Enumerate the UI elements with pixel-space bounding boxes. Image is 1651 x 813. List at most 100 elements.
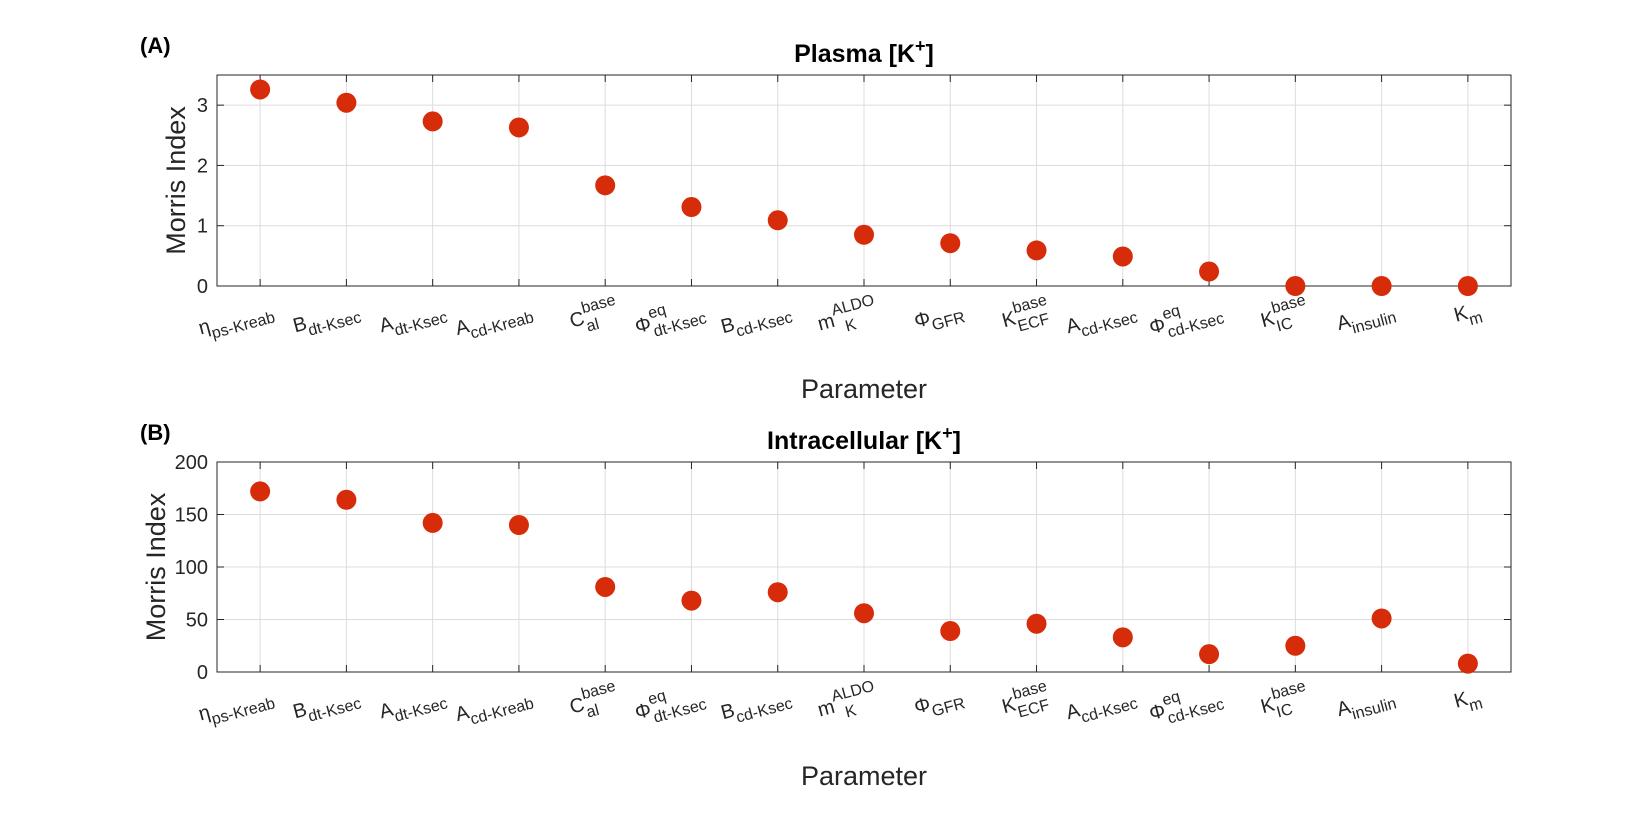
x-tick-label-sup: eq (1160, 302, 1182, 323)
data-point (1199, 644, 1220, 665)
chart-title-sup: + (942, 423, 953, 443)
x-tick-label-main: A (453, 315, 472, 340)
data-point (595, 576, 616, 597)
x-tick-label: Φeqdt-Ksec (631, 292, 709, 345)
x-tick-label-main: m (815, 310, 837, 336)
x-tick-label-sup: base (1270, 292, 1308, 317)
x-tick-label: Bdt-Ksec (291, 299, 364, 344)
x-tick-label: Φeqcd-Ksec (1145, 292, 1226, 346)
x-tick-label: KbaseIC (1257, 678, 1313, 725)
x-axis-label: Parameter (801, 761, 927, 791)
x-tick-label-sub: ps-Kreab (210, 695, 277, 728)
x-tick-label-main: B (291, 699, 310, 724)
data-point (1371, 608, 1392, 629)
x-tick-label: mALDOK (814, 678, 882, 728)
data-point (1285, 635, 1306, 656)
x-tick-label-sub: cd-Ksec (1079, 695, 1139, 726)
x-tick-label-sub: K (843, 316, 858, 335)
x-tick-label-main: C (567, 308, 587, 333)
data-point (1371, 276, 1392, 296)
x-tick-label-sub: ps-Kreab (210, 309, 277, 342)
y-tick-label: 100 (175, 557, 208, 579)
x-tick-label: Φeqdt-Ksec (631, 678, 709, 731)
chart-title-text: Intracellular [K (767, 427, 942, 455)
data-point (1112, 627, 1133, 648)
x-tick-label-sub: cd-Ksec (1079, 309, 1139, 340)
x-tick-label-sub: dt-Ksec (306, 695, 363, 725)
chart-title-sup: + (915, 36, 926, 56)
data-point (854, 224, 874, 245)
data-point (767, 582, 788, 603)
x-tick-label-main: K (1452, 302, 1471, 327)
data-point (940, 233, 961, 254)
x-tick-label-main: A (377, 312, 396, 337)
x-tick-label: Acd-Kreab (453, 299, 536, 346)
x-tick-label-sup: eq (646, 687, 668, 708)
x-tick-label-sub: GFR (930, 695, 967, 720)
x-tick-label-sub: m (1467, 695, 1484, 715)
x-tick-label: ηps-Kreab (196, 685, 277, 732)
data-point (940, 621, 961, 642)
x-tick-label-main: Φ (912, 693, 933, 718)
x-tick-label-main: K (1259, 307, 1278, 332)
x-tick-label-sub: GFR (930, 309, 967, 334)
x-tick-label-main: Φ (633, 313, 654, 338)
y-tick-label: 50 (186, 610, 208, 632)
x-tick-label-main: B (291, 313, 310, 338)
x-tick-label-main: C (567, 694, 587, 719)
data-point (1199, 261, 1220, 282)
x-tick-label-main: K (1000, 307, 1019, 332)
x-tick-label: mALDOK (814, 292, 882, 342)
x-tick-label-sub: cd-Ksec (734, 309, 794, 340)
x-tick-label-main: A (1064, 313, 1083, 338)
x-tick-label: Φeqcd-Ksec (1145, 678, 1226, 732)
y-tick-label: 2 (197, 155, 208, 177)
chart-title-text: Plasma [K (794, 40, 915, 68)
x-tick-label-sub: insulin (1350, 309, 1398, 337)
x-tick-label: Bdt-Ksec (291, 685, 364, 730)
x-tick-label-sub: m (1467, 309, 1484, 329)
x-tick-label: Acd-Ksec (1064, 299, 1140, 344)
x-tick-label: Bcd-Ksec (719, 685, 795, 730)
data-point (1457, 653, 1478, 674)
x-tick-label-sub: insulin (1350, 695, 1398, 723)
x-tick-label: KbaseECF (998, 292, 1054, 339)
x-tick-label-sub: cd-Kreab (469, 695, 536, 728)
x-tick-label-sub: al (585, 316, 601, 336)
x-tick-label: Km (1452, 299, 1485, 333)
data-point (681, 590, 702, 611)
data-point (1026, 613, 1047, 634)
y-tick-label: 150 (175, 505, 208, 527)
x-tick-label-sub: cd-Ksec (734, 695, 794, 726)
x-tick-label: Cbaseal (566, 292, 623, 340)
x-tick-label-main: η (196, 315, 212, 339)
x-tick-label-main: A (453, 701, 472, 726)
x-tick-label-main: Φ (1147, 314, 1168, 339)
x-tick-label-sub: K (843, 702, 858, 721)
data-point (1457, 276, 1478, 296)
panel-label: (A) (140, 33, 171, 58)
x-tick-label-sub: IC (1275, 701, 1295, 722)
x-tick-label-sub: dt-Ksec (393, 695, 450, 725)
data-point (508, 117, 529, 138)
data-point (595, 175, 616, 196)
x-tick-label-sup: ALDO (830, 678, 876, 706)
x-tick-label: Cbaseal (566, 678, 623, 726)
x-tick-label-main: η (196, 701, 212, 725)
data-point (854, 603, 874, 624)
data-point (336, 489, 357, 510)
panel-label: (B) (140, 420, 171, 445)
y-tick-label: 200 (175, 452, 208, 474)
x-tick-label-sub: cd-Kreab (469, 309, 536, 342)
y-tick-label: 1 (197, 216, 208, 238)
x-tick-label-sub: IC (1275, 315, 1295, 336)
data-point (1112, 246, 1133, 267)
y-axis-label: Morris Index (161, 106, 191, 255)
x-tick-label: Adt-Ksec (377, 299, 450, 344)
x-tick-label-sup: eq (1160, 688, 1182, 709)
x-tick-label-main: Φ (633, 699, 654, 724)
x-tick-label-main: A (1334, 696, 1353, 721)
